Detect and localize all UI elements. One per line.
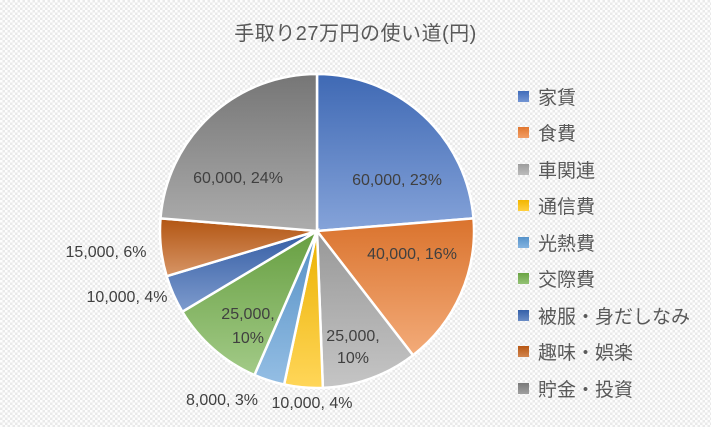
legend-item-label: 交際費: [538, 270, 596, 292]
legend-marker-icon: [518, 163, 529, 175]
data-label-0: 60,000, 23%: [352, 172, 442, 189]
data-label-7: 15,000, 6%: [66, 244, 147, 261]
chart-legend: 家賃食費車関連通信費光熱費交際費被服・身だしなみ 趣味・娯楽貯金・投資: [518, 78, 690, 407]
legend-item-1[interactable]: 食費: [518, 115, 690, 152]
pie-slice-0[interactable]: [315, 72, 475, 233]
legend-item-label: 車関連: [538, 160, 596, 182]
legend-marker-icon: [518, 236, 529, 248]
legend-marker-icon: [518, 309, 529, 321]
chart-title: 手取り27万円の使い道(円): [234, 23, 477, 45]
data-label-8: 60,000, 24%: [193, 170, 283, 187]
legend-item-2[interactable]: 車関連: [518, 151, 690, 188]
legend-marker-icon: [518, 382, 529, 394]
legend-item-3[interactable]: 通信費: [518, 188, 690, 225]
data-label-1: 40,000, 16%: [367, 246, 457, 263]
legend-item-6[interactable]: 被服・身だしなみ: [518, 297, 690, 334]
legend-item-label: 食費: [538, 124, 577, 146]
pie-slice-5[interactable]: [180, 227, 320, 377]
legend-item-7[interactable]: 趣味・娯楽: [518, 334, 690, 371]
pie-slice-8[interactable]: [159, 72, 319, 233]
data-label-2: 25,000, 10%: [326, 328, 379, 367]
legend-item-label: 通信費: [538, 197, 596, 219]
data-label-5: 25,000, 10%: [221, 306, 274, 347]
legend-item-0[interactable]: 家賃: [518, 78, 690, 115]
data-label-4: 8,000, 3%: [186, 392, 258, 409]
legend-marker-icon: [518, 90, 529, 102]
data-label-3: 10,000, 4%: [272, 395, 353, 412]
data-label-6: 10,000, 4%: [87, 289, 168, 306]
legend-item-label: 光熱費: [538, 233, 596, 255]
legend-marker-icon: [518, 273, 529, 285]
legend-item-8[interactable]: 貯金・投資: [518, 370, 690, 407]
legend-item-label: 趣味・娯楽: [538, 343, 634, 365]
legend-item-label: 貯金・投資: [538, 379, 634, 401]
pie-slice-2[interactable]: [315, 227, 415, 390]
legend-item-5[interactable]: 交際費: [518, 261, 690, 298]
legend-marker-icon: [518, 200, 529, 212]
pie-slice-1[interactable]: [314, 216, 476, 357]
legend-marker-icon: [518, 127, 529, 139]
legend-marker-icon: [518, 346, 529, 358]
legend-item-label: 被服・身だしなみ: [538, 306, 691, 328]
legend-item-4[interactable]: 光熱費: [518, 224, 690, 261]
legend-item-label: 家賃: [538, 87, 577, 109]
